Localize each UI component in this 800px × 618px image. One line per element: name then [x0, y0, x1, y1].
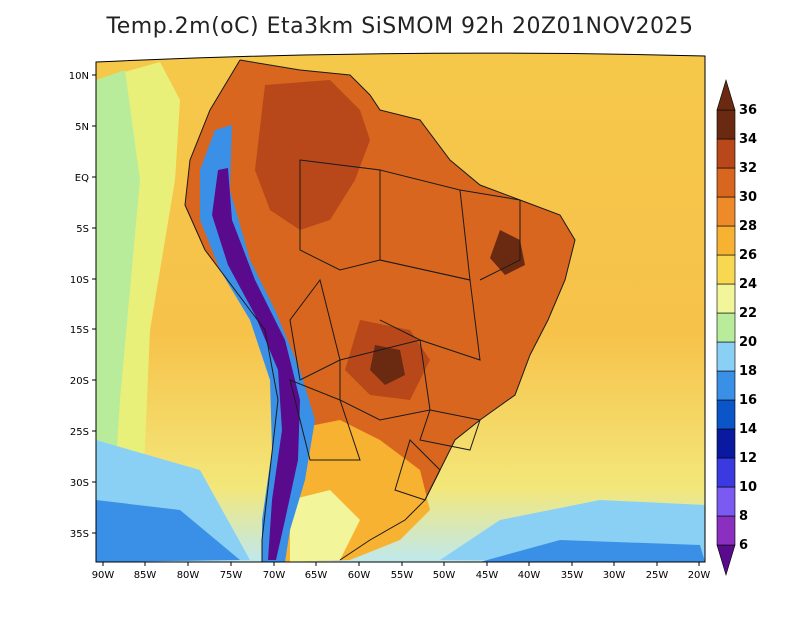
- lat-label: 25S: [70, 427, 89, 438]
- lon-label: 55W: [391, 570, 414, 581]
- colorbar-label: 30: [739, 190, 757, 205]
- map-plot-area: [96, 53, 705, 562]
- lon-label: 85W: [134, 570, 157, 581]
- map-frame: [95, 52, 706, 563]
- lon-label: 35W: [561, 570, 584, 581]
- lon-label: 90W: [92, 570, 115, 581]
- south-atlantic-colder: [480, 540, 705, 562]
- lat-label: 10S: [70, 275, 89, 286]
- lon-label: 80W: [177, 570, 200, 581]
- colorbar-swatch: [716, 167, 736, 198]
- lon-label: 30W: [603, 570, 626, 581]
- colorbar-label: 8: [739, 509, 748, 524]
- colorbar-label: 12: [739, 451, 757, 466]
- colorbar-swatch: [716, 428, 736, 459]
- colorbar-arrow-high: [716, 78, 736, 111]
- lon-label: 50W: [433, 570, 456, 581]
- hot-interior: [255, 80, 370, 230]
- colorbar-label: 22: [739, 306, 757, 321]
- colorbar-label: 14: [739, 422, 757, 437]
- lon-label: 20W: [688, 570, 711, 581]
- hot-northeast: [490, 230, 525, 275]
- lat-label: 15S: [70, 325, 89, 336]
- lon-label: 70W: [263, 570, 286, 581]
- colorbar-label: 24: [739, 277, 757, 292]
- colorbar-labels: 6 8 10 12 14 16 18 20 22 24 26 28 30 32 …: [739, 103, 757, 553]
- lon-label: 60W: [348, 570, 371, 581]
- colorbar-swatch: [716, 283, 736, 314]
- colorbar-label: 36: [739, 103, 757, 118]
- colorbar-swatch: [716, 515, 736, 546]
- colorbar-label: 26: [739, 248, 757, 263]
- southern-cone-cool: [290, 490, 360, 562]
- colorbar-swatch: [716, 457, 736, 488]
- colorbar-swatch: [716, 370, 736, 401]
- colorbar-swatch: [716, 399, 736, 430]
- lat-label: EQ: [75, 173, 89, 184]
- colorbar-label: 16: [739, 393, 757, 408]
- lon-label: 25W: [646, 570, 669, 581]
- colorbar-swatch: [716, 225, 736, 256]
- map-title: Temp.2m(oC) Eta3km SiSMOM 92h 20Z01NOV20…: [106, 14, 694, 39]
- lat-label: 35S: [70, 529, 89, 540]
- colorbar-swatch: [716, 486, 736, 517]
- colorbar-label: 6: [739, 538, 748, 553]
- south-pacific-colder: [96, 500, 240, 562]
- colorbar-swatch: [716, 138, 736, 169]
- colorbar-label: 34: [739, 132, 757, 147]
- colorbar-swatch: [716, 341, 736, 372]
- andes-colder-strip: [212, 168, 300, 560]
- longitude-axis: 90W 85W 80W 75W 70W 65W 60W 55W 50W 45W …: [92, 562, 711, 581]
- colorbar-swatch: [716, 109, 736, 140]
- lat-label: 20S: [70, 376, 89, 387]
- latitude-axis: 10N 5N EQ 5S 10S 15S 20S 25S 30S 35S: [69, 71, 96, 540]
- colorbar: [716, 78, 736, 577]
- lat-label: 10N: [69, 71, 89, 82]
- colorbar-swatch: [716, 254, 736, 285]
- pacific-cooler-band: [96, 70, 140, 562]
- colorbar-arrow-low: [716, 544, 736, 577]
- lat-label: 5S: [76, 224, 89, 235]
- colorbar-label: 20: [739, 335, 757, 350]
- hot-center-core: [370, 345, 405, 385]
- colorbar-label: 32: [739, 161, 757, 176]
- lon-label: 75W: [220, 570, 243, 581]
- lon-label: 40W: [518, 570, 541, 581]
- colorbar-swatch: [716, 196, 736, 227]
- lon-label: 65W: [305, 570, 328, 581]
- colorbar-label: 28: [739, 219, 757, 234]
- political-borders: [184, 59, 576, 562]
- lat-label: 5N: [75, 122, 89, 133]
- colorbar-label: 10: [739, 480, 757, 495]
- lon-label: 45W: [476, 570, 499, 581]
- colorbar-swatch: [716, 312, 736, 343]
- colorbar-label: 18: [739, 364, 757, 379]
- lat-label: 30S: [70, 478, 89, 489]
